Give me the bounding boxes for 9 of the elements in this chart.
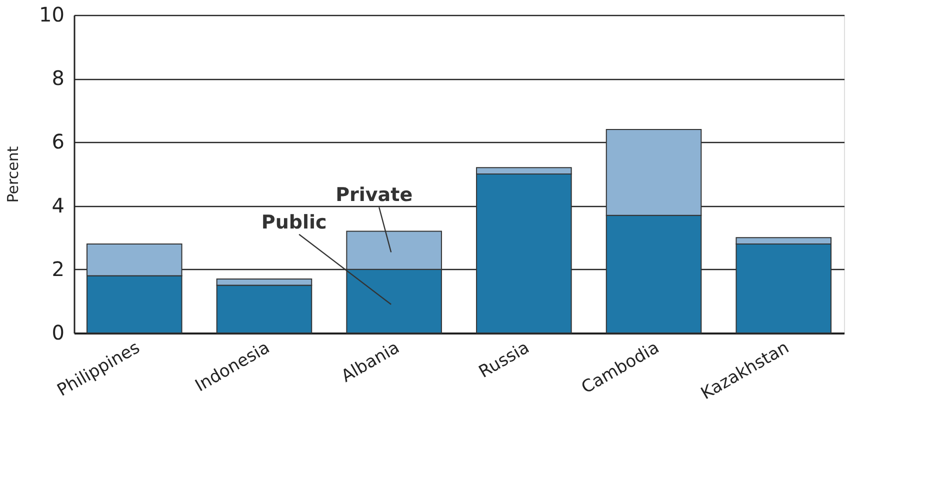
y-tick-label: 2	[52, 256, 64, 281]
y-tick-label: 10	[39, 2, 64, 26]
text: Public	[261, 211, 327, 234]
y-tick-label: 0	[52, 320, 64, 344]
y-axis-title: Percent	[4, 146, 22, 203]
series-label: Private	[336, 184, 413, 206]
y-tick-label: 6	[52, 130, 64, 154]
y-tick-label: 8	[52, 66, 64, 90]
y-tick-label: 4	[52, 193, 64, 218]
